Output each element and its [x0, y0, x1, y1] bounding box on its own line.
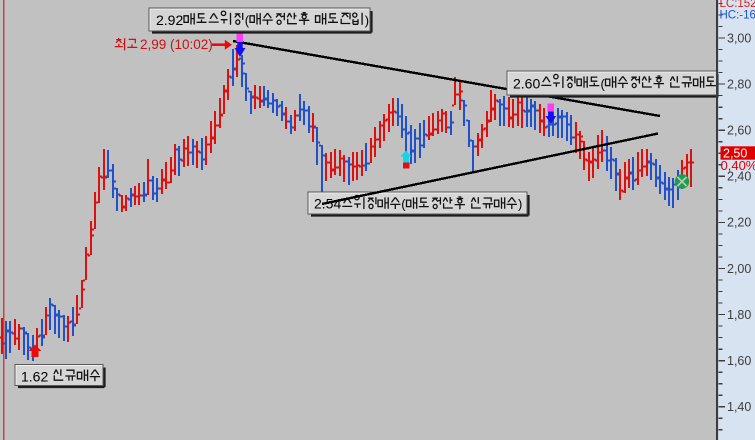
- svg-text:1,60: 1,60: [727, 354, 751, 368]
- svg-text:): ): [518, 197, 522, 212]
- svg-text:2.92: 2.92: [156, 12, 183, 28]
- svg-text:LC:152: LC:152: [720, 0, 755, 10]
- svg-text:2,40: 2,40: [727, 170, 751, 184]
- svg-text:0,40%: 0,40%: [721, 158, 755, 173]
- svg-text:HC:-16: HC:-16: [720, 9, 755, 21]
- svg-text:2,99 (10:02): 2,99 (10:02): [140, 37, 213, 52]
- svg-text:(: (: [401, 197, 406, 212]
- svg-text:): ): [365, 13, 369, 28]
- svg-text:2,00: 2,00: [727, 262, 751, 276]
- svg-text:2,60: 2,60: [727, 124, 751, 138]
- svg-text:2,50: 2,50: [723, 146, 747, 160]
- svg-text:2,80: 2,80: [727, 77, 751, 91]
- svg-text:(: (: [245, 13, 250, 28]
- svg-text:2.60: 2.60: [513, 75, 540, 91]
- svg-text:1,40: 1,40: [727, 400, 751, 414]
- svg-text:1.62: 1.62: [21, 368, 48, 384]
- svg-text:(: (: [601, 76, 606, 91]
- svg-text:1,80: 1,80: [727, 308, 751, 322]
- svg-text:3,00: 3,00: [727, 31, 751, 45]
- svg-text:2,20: 2,20: [727, 216, 751, 230]
